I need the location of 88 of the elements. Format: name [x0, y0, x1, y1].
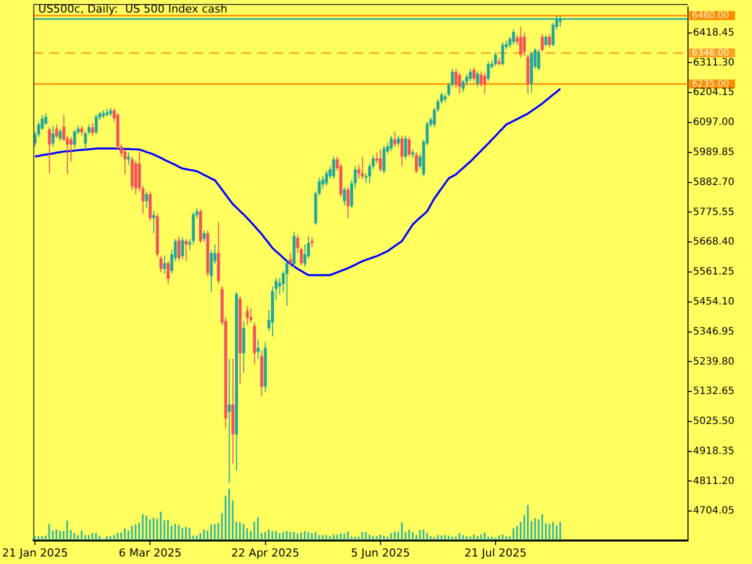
candlestick	[177, 236, 180, 262]
candlestick	[310, 236, 314, 248]
candlestick	[468, 68, 472, 82]
candlestick	[285, 260, 288, 306]
candlestick	[404, 135, 408, 160]
x-tick-label: 21 Jul 2025	[464, 546, 527, 560]
y-tick-label: 6097.00	[693, 117, 734, 128]
candlestick	[55, 124, 58, 139]
candlestick	[181, 236, 184, 260]
y-tick-label: 5775.55	[693, 206, 734, 218]
candlestick	[256, 338, 260, 360]
candlestick	[152, 210, 156, 234]
ref-line-label: 6346.00	[692, 48, 730, 58]
candlestick	[44, 112, 48, 126]
candlestick	[462, 79, 465, 93]
candlestick	[400, 135, 404, 167]
y-tick-label: 6311.30	[693, 57, 734, 68]
candlestick	[278, 277, 282, 296]
y-tick-label: 5346.95	[693, 326, 734, 338]
y-tick-label: 5989.85	[693, 146, 734, 158]
candlestick	[163, 255, 166, 274]
candlestick	[246, 305, 249, 326]
candlestick	[501, 42, 504, 66]
y-tick-label: 5025.50	[693, 416, 734, 428]
candlestick	[184, 238, 188, 262]
x-tick-label: 22 Apr 2025	[231, 546, 300, 560]
candlestick	[378, 149, 382, 172]
candlestick	[458, 72, 462, 94]
candlestick	[249, 308, 252, 324]
candlestick	[540, 33, 544, 52]
candlestick	[166, 260, 170, 285]
candlestick	[414, 152, 418, 174]
x-tick-label: 21 Jan 2025	[2, 546, 68, 560]
candlestick	[342, 186, 346, 206]
candlestick	[70, 136, 73, 162]
candlestick	[519, 26, 522, 58]
y-tick-label: 4704.05	[693, 506, 734, 517]
candlestick	[148, 190, 152, 222]
candlestick	[408, 136, 411, 158]
ref-line-label: 6480.00	[692, 10, 730, 21]
candlestick	[544, 34, 548, 47]
candlestick	[393, 130, 396, 148]
candlestick	[483, 72, 486, 94]
candlestick	[318, 176, 321, 196]
candlestick	[159, 255, 162, 273]
y-tick-label: 4918.35	[693, 446, 734, 457]
candlestick	[300, 246, 303, 266]
y-tick-label: 6418.45	[693, 27, 734, 38]
candlestick	[52, 125, 55, 148]
candlestick	[476, 70, 480, 88]
candlestick	[228, 358, 231, 484]
candlestick	[548, 33, 551, 48]
y-tick-label: 4811.20	[693, 476, 734, 487]
candlestick	[145, 190, 148, 209]
chart-title: US500c, Daily: US 500 Index cash	[38, 2, 228, 16]
candlestick	[512, 29, 516, 46]
candlestick	[494, 51, 498, 66]
candlestick	[346, 186, 350, 218]
candlestick	[288, 252, 292, 268]
candlestick	[127, 152, 130, 166]
candlestick	[486, 61, 490, 82]
candlestick	[382, 144, 386, 174]
y-tick-label: 5882.70	[693, 176, 734, 188]
candlestick	[324, 170, 328, 186]
y-tick-label: 5561.25	[693, 266, 734, 278]
candlestick	[296, 234, 300, 254]
y-tick-label: 5239.80	[693, 356, 734, 368]
candlestick	[40, 114, 44, 131]
candlestick	[202, 230, 206, 242]
x-tick-label: 5 Jun 2025	[350, 546, 410, 560]
candlestick	[396, 135, 400, 148]
candlestick	[80, 125, 84, 136]
candlestick	[48, 126, 51, 174]
candlestick	[390, 135, 393, 152]
y-tick-label: 5132.65	[693, 386, 734, 398]
candlestick	[522, 32, 526, 57]
candlestick	[94, 114, 98, 135]
candlestick	[58, 128, 62, 142]
y-tick-label: 5454.10	[693, 296, 734, 308]
y-tick-label: 6204.15	[693, 87, 734, 98]
x-tick-label: 6 Mar 2025	[118, 546, 182, 560]
candlestick	[537, 48, 540, 71]
candlestick	[332, 156, 336, 180]
candlestick	[73, 130, 76, 149]
candlestick	[91, 122, 94, 136]
candlestick	[472, 66, 476, 82]
y-tick-label: 5668.40	[693, 236, 734, 248]
candlestick	[360, 156, 364, 180]
